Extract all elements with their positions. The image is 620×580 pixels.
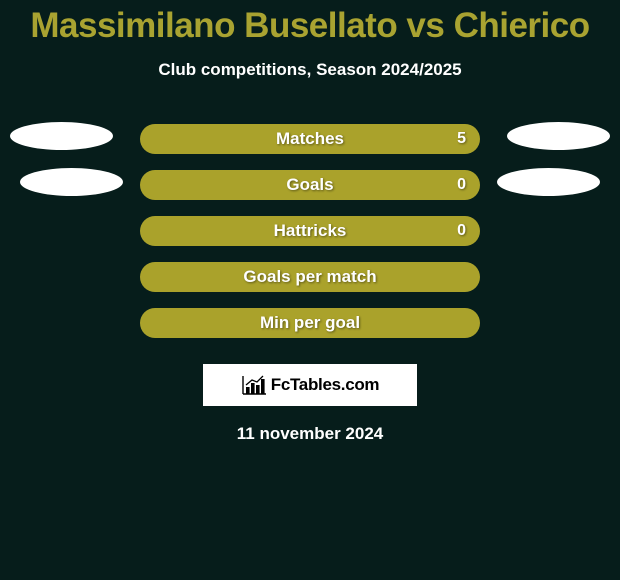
- player-left-marker: [20, 168, 123, 196]
- stat-bar: Min per goal: [140, 308, 480, 338]
- stat-label: Matches: [140, 129, 480, 149]
- player-right-marker: [507, 122, 610, 150]
- date-label: 11 november 2024: [0, 424, 620, 444]
- player-right-marker: [497, 168, 600, 196]
- stat-bar: Hattricks 0: [140, 216, 480, 246]
- stat-value: 0: [457, 222, 466, 240]
- subtitle: Club competitions, Season 2024/2025: [0, 60, 620, 80]
- stat-bar: Goals 0: [140, 170, 480, 200]
- stat-bar: Goals per match: [140, 262, 480, 292]
- stat-value: 5: [457, 130, 466, 148]
- bar-chart-icon: [241, 374, 267, 396]
- stat-bar: Matches 5: [140, 124, 480, 154]
- player-left-marker: [10, 122, 113, 150]
- brand-badge: FcTables.com: [203, 364, 417, 406]
- stat-label: Goals per match: [140, 267, 480, 287]
- brand-label: FcTables.com: [271, 375, 380, 395]
- infographic-root: Massimilano Busellato vs Chierico Club c…: [0, 0, 620, 580]
- stat-row-matches: Matches 5: [0, 116, 620, 162]
- stat-value: 0: [457, 176, 466, 194]
- stat-row-goals-per-match: Goals per match: [0, 254, 620, 300]
- stat-label: Hattricks: [140, 221, 480, 241]
- page-title: Massimilano Busellato vs Chierico: [0, 0, 620, 46]
- stat-label: Goals: [140, 175, 480, 195]
- stats-container: Matches 5 Goals 0 Hattricks 0 Goals per …: [0, 116, 620, 346]
- stat-label: Min per goal: [140, 313, 480, 333]
- stat-row-hattricks: Hattricks 0: [0, 208, 620, 254]
- stat-row-min-per-goal: Min per goal: [0, 300, 620, 346]
- stat-row-goals: Goals 0: [0, 162, 620, 208]
